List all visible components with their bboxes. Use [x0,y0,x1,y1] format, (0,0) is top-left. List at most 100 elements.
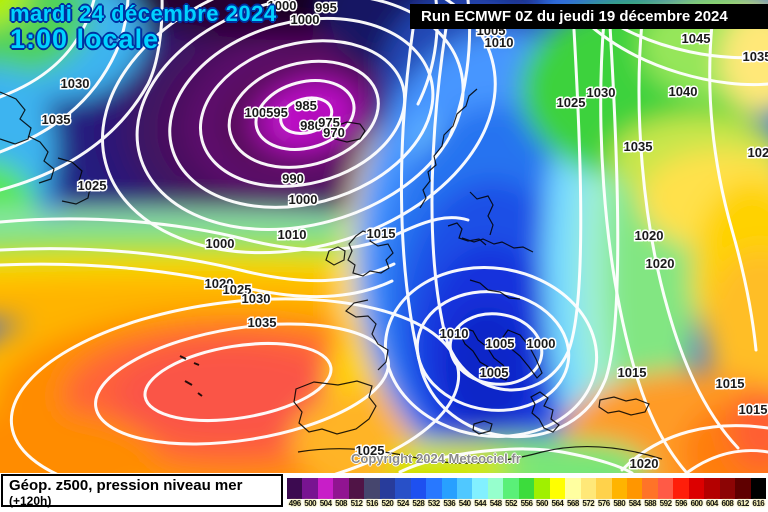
pressure-label: 1000 [527,336,556,351]
legend-value: 528 [412,499,425,508]
legend-swatch [565,478,581,499]
pressure-label: 1000 [291,12,320,27]
legend-value: 560 [536,499,548,508]
pressure-label: 1040 [669,84,698,99]
pressure-label: 1035 [248,315,277,330]
legend-label-row: 496 500 504 508 512 516 520 524 528 532 536 540 544 5… [287,499,766,508]
pressure-label: 1020 [635,228,664,243]
pressure-label: 1010 [485,35,514,50]
pressure-label: 1030 [61,76,90,91]
legend-value: 520 [381,499,394,508]
legend-value: 504 [319,499,332,508]
legend-value: 584 [628,499,641,508]
pressure-label: 1045 [682,31,711,46]
chart-title-box: Géop. z500, pression niveau mer (+120h) [1,474,283,508]
legend-swatch [657,478,674,499]
legend-swatch [626,478,643,499]
legend-swatch [395,478,411,499]
legend-swatch [441,478,457,499]
pressure-label: 1015 [367,226,396,241]
pressure-label: 1030 [587,85,616,100]
pressure-label: 1000 [289,192,318,207]
pressure-label: 1000 [268,0,297,13]
pressure-label: 1005 [486,336,515,351]
chart-title: Géop. z500, pression niveau mer [9,477,243,494]
model-run-banner: Run ECMWF 0Z du jeudi 19 décembre 2024 [410,4,768,29]
pressure-label: 1025 [78,178,107,193]
pressure-label: 1015 [739,402,768,417]
legend-value: 512 [350,499,363,508]
pressure-label: 1020 [630,456,659,471]
legend-value: 572 [582,499,595,508]
forecast-lead-time: (+120h) [9,494,52,508]
legend-swatch [580,478,597,499]
valid-time-block: mardi 24 décembre 2024 1:00 locale [10,1,277,55]
legend-value: 540 [458,499,471,508]
legend-value: 564 [551,499,564,508]
legend-swatch [379,478,396,499]
pressure-label: 990 [282,171,304,186]
legend-swatch [487,478,504,499]
pressure-label: 1000 [206,236,235,251]
legend-swatch [456,478,473,499]
pressure-label: 995 [315,0,337,15]
legend-swatch [750,478,767,499]
legend-swatch [518,478,535,499]
legend-value: 556 [520,499,533,508]
valid-hour: 1:00 locale [10,24,160,55]
legend-value: 600 [690,499,703,508]
isobar-contours [0,0,768,473]
legend-value: 536 [443,499,456,508]
pressure-label: 1005 [480,365,509,380]
legend-value: 596 [675,499,687,508]
pressure-label: 1025 [356,443,385,458]
pressure-label: 975 [318,115,340,130]
legend-value: 500 [304,499,317,508]
pressure-label: 970 [323,125,345,140]
pressure-label: 595 [266,105,288,120]
legend-value: 588 [644,499,657,508]
pressure-label: 1025 [748,145,768,160]
pressure-label: 1015 [716,376,745,391]
legend-swatch [596,478,612,499]
legend-swatch [302,478,318,499]
pressure-label: 985 [295,98,317,113]
pressure-label: 1020 [646,256,675,271]
legend-swatch [719,478,736,499]
legend-value: 612 [736,499,749,508]
legend-value: 544 [474,499,487,508]
legend-swatch [472,478,488,499]
legend-swatch [426,478,442,499]
pressure-label: 1010 [440,326,469,341]
legend-value: 608 [721,499,734,508]
legend-swatch [287,478,303,499]
legend-swatch [364,478,380,499]
coastlines [0,88,663,464]
pressure-label: 1010 [278,227,307,242]
legend-swatch-row [287,478,767,499]
copyright-notice: Copyright 2024 Meteociel.fr [351,451,521,466]
pressure-label: 1025 [557,95,586,110]
legend-swatch [735,478,751,499]
legend-value: 592 [659,499,672,508]
legend-swatch [642,478,658,499]
legend-value: 496 [288,499,301,508]
legend-value: 532 [427,499,440,508]
pressure-label: 1020 [205,276,234,291]
legend-value: 548 [489,499,502,508]
pressure-label: 1000 [245,105,274,120]
pressure-label: 1035 [743,49,768,64]
legend-value: 508 [335,499,348,508]
pressure-label: 1025 [223,282,252,297]
legend-swatch [333,478,349,499]
valid-date: mardi 24 décembre 2024 [10,1,277,26]
legend-value: 552 [505,499,517,508]
pressure-label: 1030 [242,291,271,306]
legend-swatch [348,478,365,499]
color-field [0,0,768,473]
legend-value: 604 [706,499,718,508]
legend-value: 616 [752,499,765,508]
pressure-label: 1015 [618,365,647,380]
